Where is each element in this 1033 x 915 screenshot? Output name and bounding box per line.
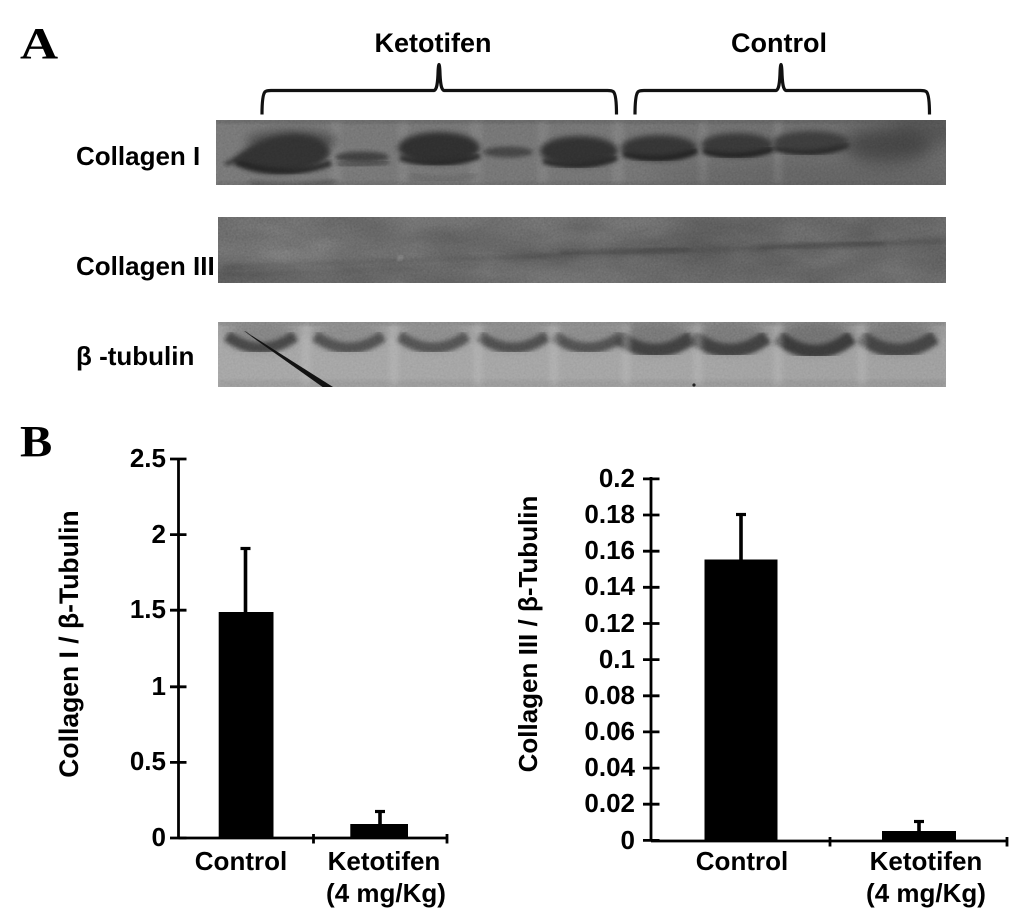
svg-text:Ketotifen: Ketotifen [375,28,492,58]
svg-text:(4 mg/Kg): (4 mg/Kg) [326,878,446,908]
svg-text:Ketotifen: Ketotifen [870,846,983,876]
svg-text:Collagen III: Collagen III [76,251,215,281]
svg-text:0.06: 0.06 [584,716,635,746]
svg-text:(4 mg/Kg): (4 mg/Kg) [866,878,986,908]
svg-text:A: A [20,19,58,68]
svg-text:0.18: 0.18 [584,499,635,529]
svg-text:0: 0 [152,822,166,852]
svg-text:Collagen I: Collagen I [76,141,200,171]
svg-text:0.08: 0.08 [584,680,635,710]
svg-text:0.02: 0.02 [584,788,635,818]
svg-text:0.04: 0.04 [584,752,635,782]
svg-text:0.5: 0.5 [130,746,166,776]
svg-text:Control: Control [696,846,788,876]
svg-text:1: 1 [152,671,166,701]
svg-text:0: 0 [621,825,635,855]
svg-text:Control: Control [195,846,287,876]
svg-text:2.5: 2.5 [130,443,166,473]
svg-text:Ketotifen: Ketotifen [328,846,441,876]
svg-text:1.5: 1.5 [130,594,166,624]
svg-text:Control: Control [731,28,827,58]
svg-text:Collagen III / β-Tubulin: Collagen III / β-Tubulin [513,496,543,773]
svg-text:0.16: 0.16 [584,535,635,565]
svg-text:0.1: 0.1 [599,644,635,674]
svg-text:2: 2 [152,519,166,549]
svg-text:Collagen I / β-Tubulin: Collagen I / β-Tubulin [54,510,84,777]
svg-text:0.12: 0.12 [584,608,635,638]
svg-text:β -tubulin: β -tubulin [76,341,194,371]
svg-text:0.2: 0.2 [599,463,635,493]
svg-text:B: B [20,418,52,467]
svg-text:0.14: 0.14 [584,571,635,601]
